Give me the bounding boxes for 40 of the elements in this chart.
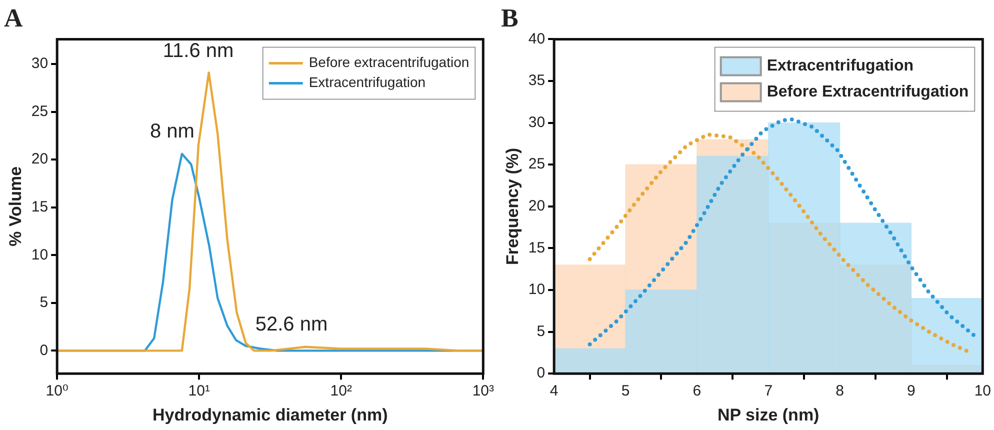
y-tick-label: 25 [528,156,546,173]
x-tick-label: 10⁰ [46,382,68,400]
chart-title: B [501,3,518,32]
legend-label: Extracentrifugation [766,58,914,75]
legend-label: Extracentrifugation [308,74,426,90]
y-tick-label: 0 [536,364,546,382]
y-axis-title: % Volume [6,166,25,246]
x-axis-title: Hydrodynamic diameter (nm) [152,405,388,424]
annotation: 52.6 nm [255,313,328,336]
y-tick-label: 15 [528,239,546,256]
y-tick-label: 20 [31,150,48,168]
y-tick-label: 0 [40,342,48,359]
y-tick-label: 5 [40,294,48,312]
x-tick-label: 10³ [472,382,494,400]
chart-title: A [4,3,23,32]
x-tick-label: 7 [764,382,773,400]
y-tick-label: 25 [31,102,48,120]
legend-label: Before extracentrifugation [308,54,470,70]
x-tick-label: 9 [907,382,916,400]
y-tick-label: 30 [31,55,48,72]
y-tick-label: 10 [31,246,48,264]
x-tick-label: 5 [621,382,630,400]
x-tick-label: 10 [974,382,991,400]
y-tick-label: 30 [528,114,546,131]
x-tick-label: 6 [692,382,702,400]
y-tick-label: 35 [528,72,546,90]
y-tick-label: 5 [536,322,546,340]
y-axis-title: Frequency (%) [502,148,522,265]
x-tick-label: 8 [836,382,844,400]
y-tick-label: 20 [528,198,546,215]
y-tick-label: 10 [528,281,546,298]
x-tick-label: 10¹ [188,382,210,400]
y-tick-label: 15 [31,198,48,216]
x-tick-label: 4 [550,382,558,400]
x-axis-title: NP size (nm) [718,405,820,424]
annotation: 11.6 nm [162,40,234,62]
y-tick-label: 40 [528,30,546,48]
legend-label: Before Extracentrifugation [766,84,969,101]
x-tick-label: 10² [330,382,352,400]
annotation: 8 nm [150,120,194,142]
